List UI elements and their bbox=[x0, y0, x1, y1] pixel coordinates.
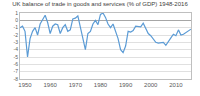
svg-text:0: 0 bbox=[15, 17, 18, 23]
svg-text:-8: -8 bbox=[14, 76, 19, 82]
svg-text:1980: 1980 bbox=[94, 82, 108, 88]
svg-text:-1: -1 bbox=[14, 24, 19, 30]
svg-text:2010: 2010 bbox=[169, 82, 183, 88]
svg-text:-4: -4 bbox=[14, 46, 19, 52]
svg-text:1950: 1950 bbox=[18, 82, 32, 88]
svg-text:-2: -2 bbox=[14, 32, 19, 38]
svg-text:1: 1 bbox=[15, 10, 18, 16]
svg-text:1990: 1990 bbox=[119, 82, 133, 88]
svg-text:-3: -3 bbox=[14, 39, 19, 45]
svg-text:2000: 2000 bbox=[144, 82, 158, 88]
svg-text:-5: -5 bbox=[14, 54, 19, 60]
svg-text:-7: -7 bbox=[14, 68, 19, 74]
svg-text:-6: -6 bbox=[14, 61, 19, 67]
svg-text:UK balance of trade in goods a: UK balance of trade in goods and service… bbox=[12, 1, 188, 7]
svg-text:1970: 1970 bbox=[69, 82, 83, 88]
svg-text:1960: 1960 bbox=[44, 82, 58, 88]
